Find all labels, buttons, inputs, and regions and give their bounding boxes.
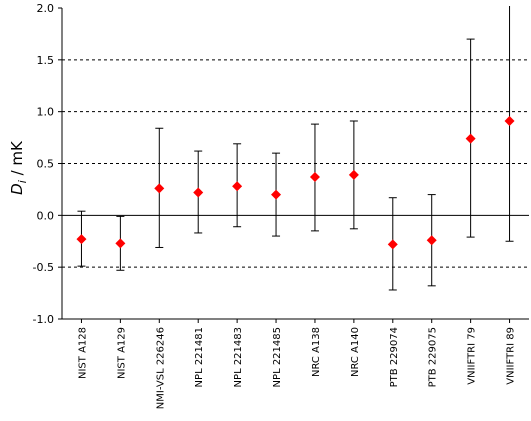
y-tick-label: -0.5 — [33, 261, 54, 274]
data-point — [76, 234, 87, 245]
x-tick-label: NRC A138 — [311, 327, 322, 377]
data-point — [115, 238, 126, 249]
y-axis-label-subscript: i — [16, 180, 29, 183]
y-tick-label: 0.0 — [37, 209, 55, 222]
data-point — [309, 171, 320, 182]
x-tick-label: NPL 221485 — [272, 327, 283, 387]
y-axis-label: Di / mK — [8, 140, 29, 195]
x-tick-label: VNIIFTRI 79 — [467, 327, 478, 385]
data-point — [271, 189, 282, 200]
data-point — [465, 133, 476, 144]
y-tick-label: 1.0 — [37, 106, 55, 119]
data-point — [154, 183, 165, 194]
x-tick-label: NIST A128 — [77, 327, 88, 379]
data-point — [193, 187, 204, 198]
gridlines — [62, 59, 529, 268]
x-axis-categories: NIST A128 NIST A129 NMI-VSL 226246 NPL 2214… — [77, 319, 517, 409]
y-tick-label: 0.5 — [37, 158, 55, 171]
x-tick-label: NMI-VSL 226246 — [155, 327, 166, 409]
y-axis-label-symbol: D — [8, 183, 26, 195]
data-point — [232, 181, 243, 192]
y-tick-label: -1.0 — [33, 313, 54, 326]
data-point — [426, 235, 437, 246]
x-tick-label: NRC A140 — [350, 327, 361, 377]
x-tick-label: NIST A129 — [116, 327, 127, 379]
data-point — [348, 169, 359, 180]
y-axis-ticks: -1.0 -0.5 0.0 0.5 1.0 1.5 2.0 — [33, 2, 62, 326]
data-point — [387, 239, 398, 250]
plot-area — [61, 6, 529, 320]
data-point — [504, 115, 515, 126]
x-tick-label: NPL 221483 — [233, 327, 244, 387]
x-tick-label: PTB 229075 — [428, 327, 439, 387]
y-tick-label: 1.5 — [37, 54, 55, 67]
x-tick-label: NPL 221481 — [194, 327, 205, 387]
y-axis-label-unit: / mK — [8, 140, 26, 180]
y-tick-label: 2.0 — [37, 2, 55, 15]
x-tick-label: PTB 229074 — [389, 327, 400, 387]
x-tick-label: VNIIFTRI 89 — [506, 327, 517, 385]
